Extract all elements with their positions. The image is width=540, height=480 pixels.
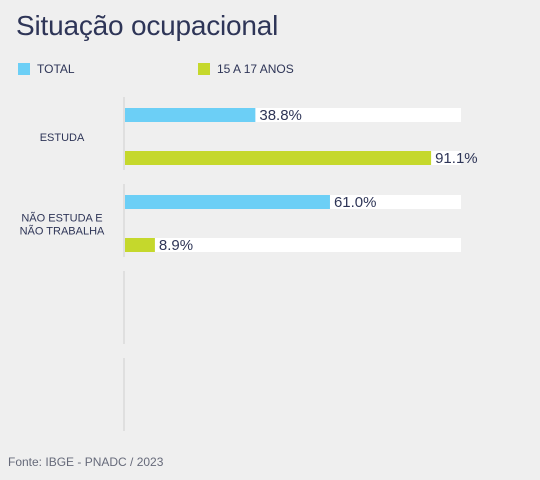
bar-chart: 38.8% 91.1% ESTUDA 61.0% 8.9% NÃO ESTUDA ENÃO… (20, 97, 478, 431)
category-label: NÃO ESTUDA E (21, 212, 102, 225)
data-label: 38.8% (259, 107, 302, 124)
bar (125, 151, 432, 165)
legend-swatch-youth (198, 63, 210, 75)
source-note: Fonte: IBGE - PNADC / 2023 (8, 455, 164, 469)
data-label: 91.1% (435, 150, 478, 167)
data-label: 8.9% (159, 237, 193, 254)
category-label: ESTUDA (40, 132, 85, 144)
chart-title: Situação ocupacional (16, 10, 279, 41)
legend-label-youth: 15 A 17 ANOS (217, 62, 294, 76)
legend-item-total: TOTAL (18, 62, 75, 76)
legend-label-total: TOTAL (37, 62, 75, 76)
legend-item-youth: 15 A 17 ANOS (198, 62, 294, 76)
bar (125, 108, 256, 122)
data-label: 61.0% (334, 194, 377, 211)
category-label: NÃO TRABALHA (20, 225, 105, 238)
bar-track (125, 238, 461, 252)
bar (125, 238, 155, 252)
bar (125, 195, 330, 209)
legend-swatch-total (18, 63, 30, 75)
